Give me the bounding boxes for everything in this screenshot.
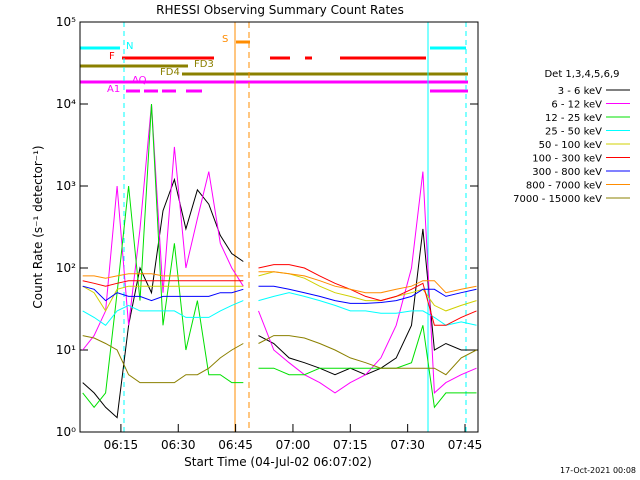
y-tick-label: 10² <box>56 261 76 275</box>
chart-title: RHESSI Observing Summary Count Rates <box>156 3 404 17</box>
flag-label: N <box>126 41 133 52</box>
legend-label: 50 - 100 keV <box>539 140 603 151</box>
flag-label: FD4 <box>160 67 180 78</box>
x-tick-label: 07:00 <box>276 438 311 452</box>
x-tick-label: 07:15 <box>333 438 368 452</box>
flag-label: A1 <box>107 84 120 95</box>
legend-label: 6 - 12 keV <box>551 100 602 111</box>
flags <box>80 22 468 432</box>
y-tick-label: 10³ <box>56 179 76 193</box>
y-tick-label: 10⁵ <box>56 15 76 29</box>
y-tick-label: 10¹ <box>56 343 76 357</box>
legend-label: 100 - 300 keV <box>532 154 602 165</box>
flag-label: AQ <box>132 75 147 86</box>
series-line <box>82 285 477 304</box>
flag-label: F <box>109 51 115 62</box>
plot-frame <box>79 21 479 433</box>
y-axis-label: Count Rate (s⁻¹ detector⁻¹) <box>31 145 45 308</box>
x-tick-label: 07:45 <box>448 438 483 452</box>
legend-label: 800 - 7000 keV <box>526 181 602 192</box>
series-line <box>82 271 477 294</box>
series-line <box>82 103 477 394</box>
flag-label: S <box>222 34 228 45</box>
series-line <box>82 103 477 409</box>
footer: 17-Oct-2021 00:08 <box>560 466 636 475</box>
series-line <box>82 264 477 326</box>
legend-label: 300 - 800 keV <box>532 167 602 178</box>
x-tick-label: 07:30 <box>390 438 425 452</box>
series-line <box>82 335 477 384</box>
legend-label: 3 - 6 keV <box>558 86 602 97</box>
series-line <box>82 292 477 326</box>
x-tick-label: 06:30 <box>161 438 196 452</box>
x-tick-label: 06:15 <box>104 438 139 452</box>
series-line <box>82 271 477 312</box>
legend-label: 7000 - 15000 keV <box>513 194 602 205</box>
legend-label: 12 - 25 keV <box>545 113 602 124</box>
legend-label: 25 - 50 keV <box>545 127 602 138</box>
x-axis-label: Start Time (04-Jul-02 06:07:02) <box>184 455 372 469</box>
y-tick-label: 10⁰ <box>56 425 76 439</box>
flag-label: FD3 <box>194 59 214 70</box>
y-tick-label: 10⁴ <box>56 97 76 111</box>
x-tick-label: 06:45 <box>218 438 253 452</box>
legend-title: Det 1,3,4,5,6,9 <box>544 69 619 80</box>
series-line <box>82 177 477 419</box>
